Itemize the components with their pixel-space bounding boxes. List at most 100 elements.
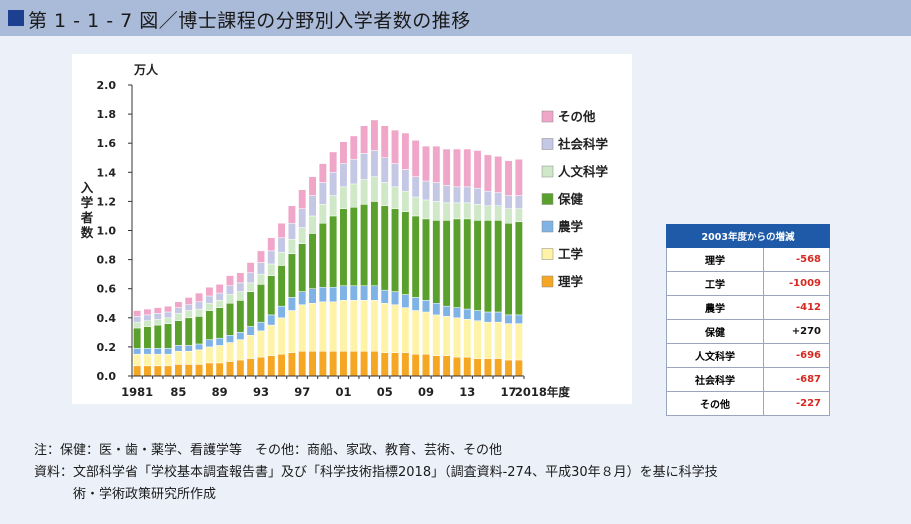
bar-segment [277, 317, 286, 355]
bar-segment [287, 352, 296, 377]
legend-label: 理学 [558, 274, 584, 289]
bar-segment [370, 351, 379, 377]
bar-segment [184, 345, 193, 352]
bar-segment [215, 362, 224, 377]
bar-segment [256, 330, 265, 358]
bar-segment [391, 186, 400, 209]
bar-segment [298, 189, 307, 209]
bar-segment [473, 320, 482, 359]
x-tick-label: 05 [377, 385, 393, 399]
bar-segment [246, 358, 255, 377]
bar-segment [298, 304, 307, 352]
bar-segment [174, 313, 183, 321]
bar-segment [504, 323, 513, 361]
bar-segment [463, 356, 472, 377]
bar-segment [226, 342, 234, 362]
bar-segment [267, 237, 276, 252]
y-axis-label-char: 者 [80, 210, 94, 225]
bar-segment [164, 305, 173, 313]
bar-segment [287, 222, 296, 240]
bar-segment [380, 352, 389, 377]
bar-segment [164, 317, 173, 324]
bar-segment [463, 218, 472, 310]
bar-segment [360, 153, 369, 180]
bar-segment [205, 339, 214, 348]
bar-segment [215, 300, 224, 308]
bar-segment [422, 199, 430, 220]
bar-segment [339, 300, 348, 352]
field-name-cell: その他 [666, 391, 764, 416]
change-table-row: 保健 +270 [666, 319, 830, 344]
bar-segment [277, 305, 286, 319]
bar-segment [483, 311, 492, 323]
bar-segment [463, 148, 472, 188]
bar-segment [473, 358, 482, 377]
y-tick-label: 0.4 [97, 312, 117, 325]
change-table: 2003年度からの増減 理学 -568 工学 -1009 農学 -412 保健 +270 人文科… [666, 224, 830, 416]
bar-segment [308, 288, 317, 304]
bar-segment [215, 307, 224, 339]
bar-segment [329, 215, 338, 288]
bar-segment [422, 180, 430, 201]
change-table-row: その他 -227 [666, 391, 830, 416]
bar-segment [318, 286, 327, 303]
change-table-header: 2003年度からの増減 [666, 224, 830, 248]
bar-segment [380, 157, 389, 183]
bar-segment [143, 353, 152, 367]
legend-label: 工学 [558, 247, 584, 262]
bar-segment [256, 356, 265, 377]
bar-segment [494, 156, 503, 193]
x-tick-label: 13 [459, 385, 475, 399]
chart-panel: 0.0 0.2 0.4 0.6 0.8 1.0 1.2 1.4 1.6 1.8 2.0 万人入学者数 1… [72, 54, 632, 404]
bar-segment [452, 356, 461, 377]
bar-segment [164, 348, 173, 355]
bar-segment [504, 160, 513, 196]
bar-segment [287, 310, 296, 353]
bar-segment [483, 190, 492, 207]
bar-segment [246, 335, 255, 359]
change-table-row: 農学 -412 [666, 295, 830, 320]
change-table-row: 人文科学 -696 [666, 343, 830, 368]
bar-segment [473, 204, 482, 221]
bar-segment [184, 297, 193, 305]
bar-segment [174, 351, 183, 365]
bar-segment [349, 135, 358, 160]
bar-segment [205, 286, 214, 297]
bar-segment [133, 353, 142, 367]
change-value-cell: -687 [763, 367, 830, 392]
bar-segment [339, 186, 348, 209]
legend-swatch [541, 220, 554, 233]
bar-segment [277, 222, 286, 239]
bar-segment [483, 205, 492, 221]
bar-segment [153, 319, 162, 326]
bar-segment [391, 352, 400, 377]
bar-segment [318, 204, 327, 224]
y-tick-label: 0.0 [97, 370, 117, 383]
bar-segment [391, 129, 400, 164]
bar-segment [164, 365, 173, 377]
bar-segment [287, 253, 296, 298]
bar-segment [133, 310, 142, 317]
bar-segment [329, 151, 338, 173]
bar-segment [298, 351, 307, 377]
x-tick-label: 93 [253, 385, 269, 399]
bar-segment [422, 218, 430, 301]
bar-segment [401, 294, 410, 308]
bar-segment [298, 227, 307, 244]
bar-segment [298, 208, 307, 228]
bar-segment [494, 311, 503, 323]
bar-segment [298, 291, 307, 305]
bar-segment [236, 339, 245, 361]
source-text-line1: 資料：文部科学省「学校基本調査報告書」及び「科学技術指標2018」（調査資料-2… [34, 465, 718, 480]
bar-segment [422, 311, 430, 355]
bar-segment [308, 303, 317, 352]
bar-segment [256, 321, 265, 332]
bar-segment [514, 221, 523, 316]
x-tick-label: 85 [170, 385, 186, 399]
bar-segment [442, 185, 451, 204]
bar-segment [267, 355, 276, 377]
bar-segment [339, 163, 348, 188]
bar-segment [360, 125, 369, 154]
bar-segment [442, 220, 451, 307]
